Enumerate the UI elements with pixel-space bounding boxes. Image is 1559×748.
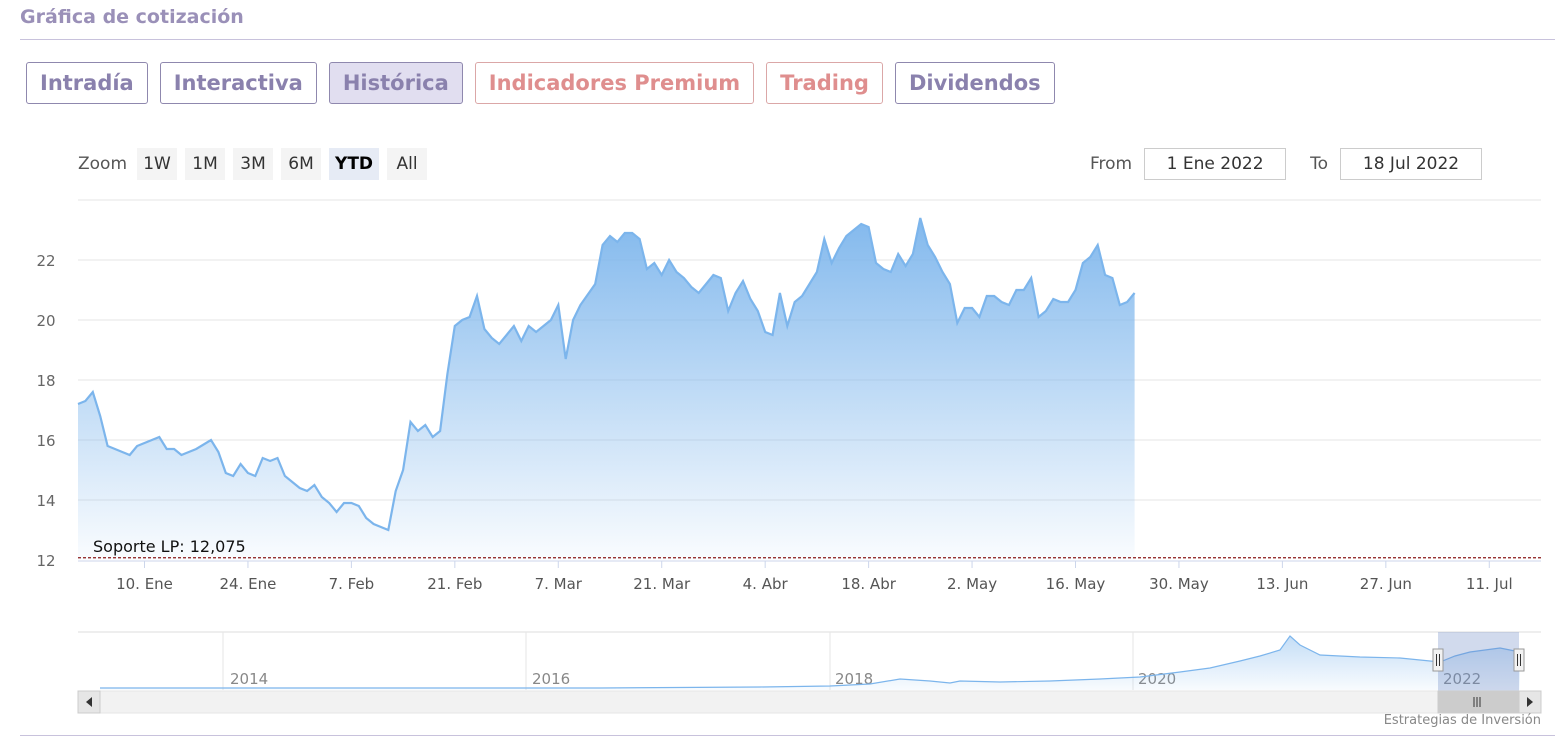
x-tick-label: 30. May bbox=[1149, 575, 1209, 593]
tab-dividendos[interactable]: Dividendos bbox=[894, 62, 1055, 104]
from-label: From bbox=[1089, 154, 1133, 174]
zoom-buttons: 1W 1M 3M 6M YTD All bbox=[137, 148, 428, 180]
from-date-input[interactable]: 1 Ene 2022 bbox=[1144, 148, 1287, 180]
zoom-all-button[interactable]: All bbox=[387, 148, 428, 180]
x-tick-label: 7. Mar bbox=[535, 575, 583, 593]
navigator-selection bbox=[1438, 632, 1519, 712]
x-tick-label: 7. Feb bbox=[329, 575, 375, 593]
page-title: Gráfica de cotización bbox=[20, 6, 244, 28]
navigator-year-label: 2018 bbox=[835, 670, 873, 688]
scrollbar-track bbox=[77, 690, 1542, 714]
y-tick-label: 12 bbox=[36, 552, 55, 570]
tab-hist-rica[interactable]: Histórica bbox=[328, 62, 463, 104]
scroll-right-button bbox=[1518, 690, 1542, 714]
navigator-year-label: 2014 bbox=[230, 670, 268, 688]
navigator-scrollbar bbox=[77, 690, 1542, 714]
scroll-left-button bbox=[77, 690, 101, 714]
x-tick-label: 13. Jun bbox=[1256, 575, 1308, 593]
price-area bbox=[78, 218, 1135, 560]
y-axis: 12 14 16 18 20 22 bbox=[36, 252, 55, 570]
tab-intrad-a[interactable]: Intradía bbox=[26, 62, 148, 104]
x-tick-label: 18. Abr bbox=[841, 575, 896, 593]
chart-tabs: Intradía Interactiva Histórica Indicadores … bbox=[26, 62, 1055, 104]
to-date-input[interactable]: 18 Jul 2022 bbox=[1340, 148, 1482, 180]
navigator-right-handle bbox=[1513, 648, 1525, 672]
navigator-area bbox=[100, 636, 1520, 690]
support-label: Soporte LP: 12,075 bbox=[93, 537, 246, 556]
zoom-3m-button[interactable]: 3M bbox=[233, 148, 274, 180]
grid-lines bbox=[78, 199, 1541, 501]
y-tick-label: 16 bbox=[36, 432, 55, 450]
scroll-left-icon bbox=[86, 697, 92, 707]
zoom-label: Zoom bbox=[78, 154, 128, 174]
navigator-line bbox=[100, 635, 1521, 689]
x-tick-label: 4. Abr bbox=[743, 575, 789, 593]
navigator-year-label: 2020 bbox=[1138, 670, 1176, 688]
tab-interactiva[interactable]: Interactiva bbox=[159, 62, 317, 104]
x-axis: 10. Ene 24. Ene 7. Feb 21. Feb 7. Mar 21. Mar… bbox=[78, 560, 1541, 593]
x-tick-label: 21. Feb bbox=[427, 575, 482, 593]
bottom-divider bbox=[20, 735, 1555, 736]
y-tick-label: 20 bbox=[36, 312, 55, 330]
tab-trading[interactable]: Trading bbox=[766, 62, 883, 104]
x-tick-label: 2. May bbox=[947, 575, 997, 593]
title-divider bbox=[20, 39, 1555, 40]
x-tick-label: 24. Ene bbox=[220, 575, 277, 593]
x-tick-label: 10. Ene bbox=[116, 575, 173, 593]
price-series bbox=[77, 217, 1136, 560]
y-tick-label: 14 bbox=[36, 492, 55, 510]
zoom-control: Zoom 1W 1M 3M 6M YTD All bbox=[78, 148, 428, 180]
x-tick-label: 21. Mar bbox=[633, 575, 691, 593]
support-line: Soporte LP: 12,075 bbox=[78, 537, 1541, 559]
scroll-right-icon bbox=[1527, 697, 1533, 707]
scrollbar-thumb bbox=[1437, 690, 1520, 714]
x-tick-label: 16. May bbox=[1046, 575, 1106, 593]
price-line bbox=[77, 217, 1136, 532]
zoom-ytd-button[interactable]: YTD bbox=[329, 148, 380, 180]
y-tick-label: 22 bbox=[36, 252, 55, 270]
zoom-1w-button[interactable]: 1W bbox=[137, 148, 178, 180]
navigator-year-label: 2016 bbox=[532, 670, 570, 688]
date-range: From 1 Ene 2022 To 18 Jul 2022 bbox=[1066, 148, 1482, 180]
credit-text: Estrategias de Inversión bbox=[1383, 713, 1541, 728]
navigator-left-handle bbox=[1432, 648, 1444, 672]
zoom-6m-button[interactable]: 6M bbox=[281, 148, 322, 180]
y-tick-label: 18 bbox=[36, 372, 55, 390]
tab-indicadores-premium[interactable]: Indicadores Premium bbox=[474, 62, 755, 104]
zoom-1m-button[interactable]: 1M bbox=[185, 148, 226, 180]
x-tick-label: 27. Jun bbox=[1360, 575, 1412, 593]
to-label: To bbox=[1310, 154, 1328, 174]
navigator: 2014 2016 2018 2020 2022 bbox=[77, 631, 1542, 714]
x-tick-label: 11. Jul bbox=[1466, 575, 1513, 593]
navigator-year-label: 2022 bbox=[1443, 670, 1481, 688]
